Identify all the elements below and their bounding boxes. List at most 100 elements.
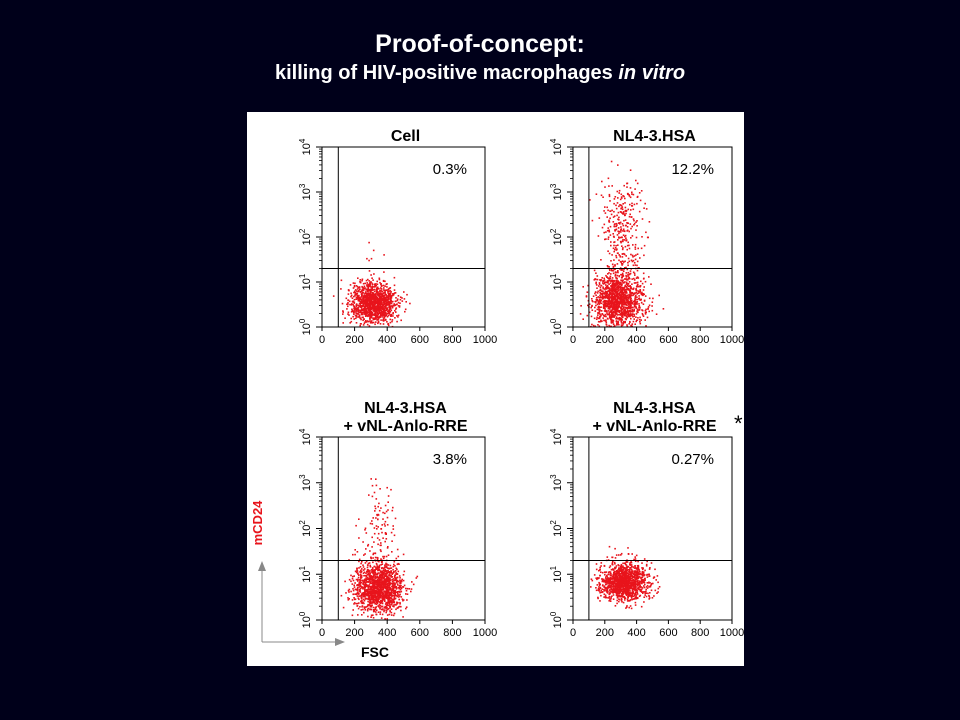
event-dot [391, 509, 394, 512]
event-dot [375, 562, 378, 565]
event-dot [389, 606, 391, 609]
event-dot [363, 303, 366, 305]
y-tick-label: 104 [298, 428, 313, 445]
event-dot [624, 197, 626, 200]
event-dot [647, 306, 650, 308]
event-dot [396, 568, 398, 571]
event-dot [617, 270, 619, 272]
event-dot [610, 297, 613, 300]
event-dot [626, 287, 628, 289]
event-dot [405, 301, 407, 303]
event-dot [640, 298, 642, 301]
event-dot [612, 221, 615, 223]
event-dot [342, 311, 344, 313]
event-dot [603, 315, 605, 317]
event-dot [396, 548, 399, 551]
event-dot [599, 315, 601, 318]
event-dot [380, 586, 383, 589]
event-dot [609, 282, 612, 284]
event-dot [383, 576, 386, 578]
event-dot [360, 600, 362, 603]
y-tick-exponent: 1 [549, 273, 558, 278]
event-dot [376, 280, 378, 283]
event-dot [630, 253, 632, 256]
event-dot [600, 310, 603, 312]
event-dot [616, 190, 619, 193]
event-dot [371, 296, 373, 299]
event-dot [378, 301, 381, 303]
event-dot [640, 293, 643, 295]
event-dot [372, 517, 374, 519]
event-dot [386, 572, 388, 574]
event-dot [372, 318, 375, 321]
event-dot [384, 585, 386, 587]
event-dot [362, 564, 364, 566]
event-dot [619, 299, 622, 302]
event-dot [356, 290, 358, 292]
event-dot [617, 304, 620, 307]
event-dot [396, 579, 399, 582]
event-dot [355, 308, 358, 311]
event-dot [360, 318, 362, 321]
event-dot [617, 211, 620, 214]
event-dot [374, 571, 377, 574]
event-dot [402, 574, 405, 576]
event-dot [612, 319, 614, 322]
event-dot [367, 615, 369, 618]
event-dot [367, 564, 369, 567]
event-dot [375, 298, 378, 301]
event-dot [612, 233, 614, 235]
event-dot [620, 273, 622, 276]
event-dot [379, 296, 381, 298]
event-dot [361, 586, 363, 589]
event-dot [353, 575, 355, 577]
y-tick-exponent: 2 [298, 520, 307, 525]
event-dot [376, 602, 379, 604]
event-dot [369, 295, 371, 297]
event-dot [385, 611, 387, 614]
event-dot [378, 589, 381, 592]
event-dot [629, 213, 631, 216]
event-dot [611, 293, 613, 295]
event-dot [381, 563, 384, 565]
event-dot [625, 283, 628, 285]
event-dot [627, 261, 629, 264]
event-dot [615, 293, 617, 295]
event-dot [395, 308, 397, 310]
event-dot [617, 285, 620, 287]
event-dot [622, 195, 624, 197]
event-dot [609, 275, 612, 278]
event-dot [395, 303, 398, 306]
event-dot [614, 275, 617, 277]
event-dot [620, 288, 622, 290]
event-dot [600, 300, 602, 302]
event-dot [602, 307, 605, 309]
event-dot [588, 303, 591, 305]
event-dot [632, 259, 635, 262]
event-dot [609, 301, 612, 304]
event-dot [363, 295, 366, 298]
event-dot [622, 295, 624, 298]
event-dot [626, 567, 628, 569]
event-dot [363, 297, 365, 299]
event-dot [396, 591, 399, 593]
event-dot [379, 549, 382, 551]
event-dot [367, 311, 370, 314]
event-dot [406, 599, 408, 601]
event-dot [382, 320, 385, 322]
event-dot [630, 216, 633, 218]
event-dot [386, 516, 389, 519]
event-dot [379, 299, 381, 302]
event-dot [613, 308, 616, 311]
event-dot [389, 610, 391, 612]
event-dot [350, 574, 352, 577]
event-dot [357, 597, 360, 599]
event-dot [380, 542, 382, 544]
event-dot [626, 310, 629, 313]
event-dot [644, 309, 647, 312]
event-dot [380, 289, 382, 292]
event-dot [385, 564, 387, 566]
event-dot [350, 311, 353, 313]
event-dot [607, 290, 610, 292]
event-dot [392, 589, 394, 592]
